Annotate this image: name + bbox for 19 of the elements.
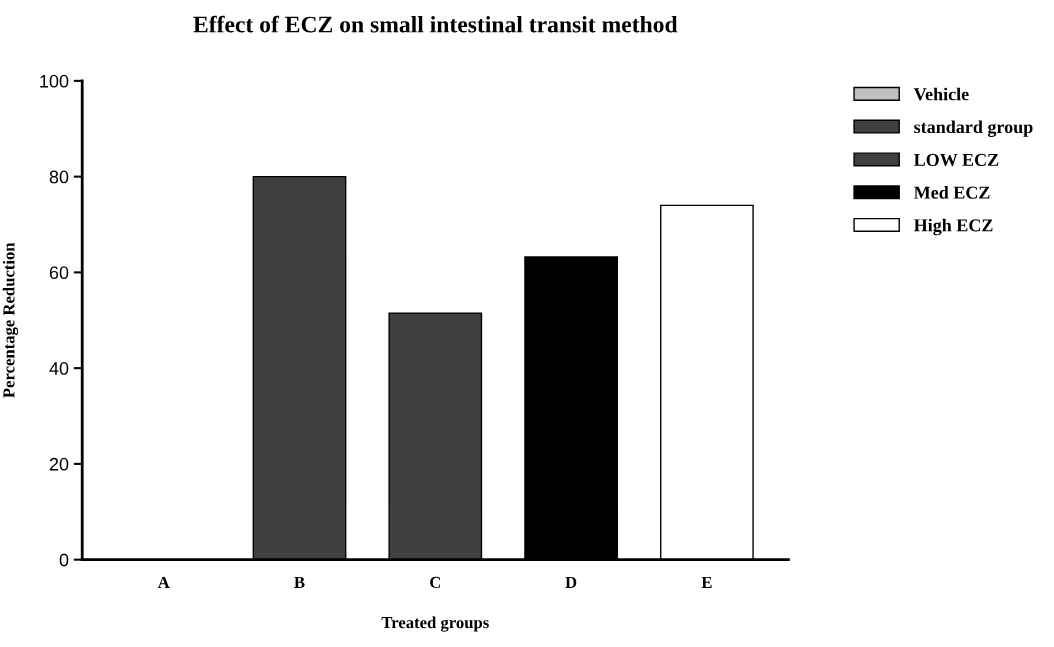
legend-label: Vehicle [913,87,969,101]
x-tick-label: D [565,576,577,588]
x-tick-label: B [294,576,305,588]
x-tick-label: C [430,576,441,589]
y-tick-label: 40 [49,362,69,375]
y-tick-label: 0 [59,553,69,567]
legend-label: Med ECZ [913,186,990,199]
legend-label: High ECZ [913,218,993,236]
y-tick-label: 100 [40,74,69,88]
legend-label: LOW ECZ [913,153,999,167]
x-tick-label: A [157,576,170,588]
y-tick-label: 80 [49,170,69,184]
x-tick-label: E [701,576,712,588]
y-axis-title: Percentage Reduction [2,242,19,398]
legend-label: standard group [914,120,1033,137]
x-axis-title: Treated groups [381,616,489,632]
chart-title: Effect of ECZ on small intestinal transit method [193,15,678,33]
y-tick-label: 60 [49,266,69,280]
y-tick-label: 20 [49,457,69,471]
